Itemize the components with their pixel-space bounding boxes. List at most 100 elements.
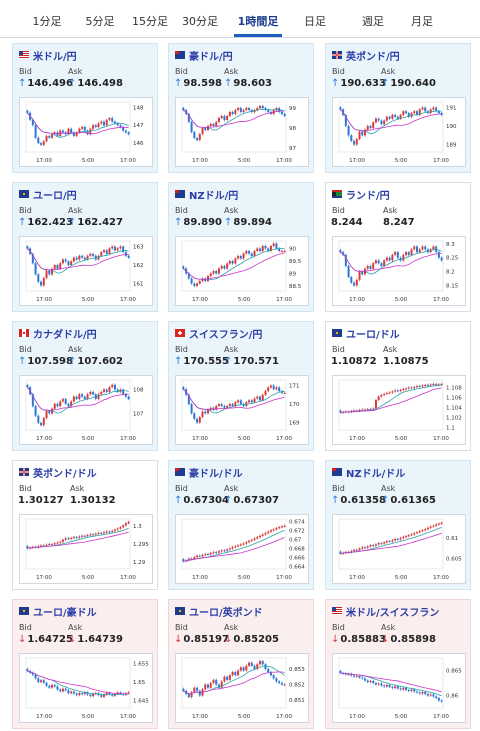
y-tick-label: 148 (133, 105, 144, 111)
currency-pair-link[interactable]: カナダドル/円 (19, 327, 97, 341)
currency-pair-link[interactable]: ユーロ/豪ドル (19, 605, 97, 619)
currency-card[interactable]: ユーロ/円 Bid Ask ↑162.423 ↑162.427 163 162 161 17:0… (12, 182, 158, 312)
price-chart[interactable]: 8.3 8.25 8.2 8.15 17:00 5:00 17:00 (332, 236, 466, 306)
tab-5[interactable]: 日足 (304, 15, 326, 28)
price-chart[interactable]: 191 190 189 17:00 5:00 17:00 (332, 97, 466, 167)
candle (259, 248, 261, 251)
candle (228, 404, 231, 406)
currency-pair-link[interactable]: 英ポンド/円 (332, 49, 400, 63)
tab-2[interactable]: 15分足 (132, 15, 168, 28)
candle (42, 545, 45, 547)
candle (239, 108, 242, 112)
currency-card[interactable]: ユーロ/豪ドル Bid Ask ↓1.64725 ↓1.64739 1.655 1.65 1.… (12, 599, 158, 729)
candle (250, 662, 253, 666)
currency-card[interactable]: 米ドル/円 Bid Ask ↑146.496 ↑146.498 148 147 146 17:0… (12, 43, 158, 173)
currency-pair-link[interactable]: 豪ドル/ドル (175, 466, 243, 480)
candle (413, 533, 416, 535)
candle (418, 249, 421, 253)
currency-card[interactable]: 豪ドル/ドル Bid Ask ↑0.67304 ↑0.67307 0.674 0.672 0.… (168, 460, 314, 590)
gb-flag-icon (332, 51, 342, 59)
currency-card[interactable]: カナダドル/円 Bid Ask ↑107.598 ↑107.602 108 107 17:00… (12, 321, 158, 451)
candle (56, 265, 59, 269)
currency-pair-link[interactable]: 米ドル/円 (19, 49, 77, 63)
candle (231, 404, 234, 406)
price-chart[interactable]: 0.865 0.86 17:00 5:00 17:00 (332, 653, 466, 723)
price-chart[interactable]: 1.655 1.65 1.645 17:00 5:00 17:00 (19, 653, 153, 723)
ask-value-text: 0.61365 (390, 495, 436, 506)
candle (61, 399, 64, 402)
candle (103, 121, 105, 126)
candle (226, 549, 229, 551)
candle (127, 396, 130, 400)
ask-value: ↑146.498 (68, 78, 123, 89)
tab-7[interactable]: 月足 (411, 15, 433, 28)
candle (396, 252, 399, 258)
ask-value-text: 1.30132 (70, 495, 116, 506)
currency-card[interactable]: ランド/円 Bid Ask 8.244 8.247 8.3 8.25 8.2 8.15 17:00… (325, 182, 471, 312)
currency-card[interactable]: 米ドル/スイスフラン Bid Ask ↓0.85883 ↓0.85898 0.865 0.8… (325, 599, 471, 729)
tab-0[interactable]: 1分足 (32, 15, 62, 28)
currency-card[interactable]: NZドル/円 Bid Ask ↑89.890 ↑89.894 90 89.5 89 88.5 17… (168, 182, 314, 312)
candle (280, 526, 283, 528)
price-chart[interactable]: 163 162 161 17:00 5:00 17:00 (19, 236, 153, 306)
us-ch-flag-icon (332, 607, 342, 615)
currency-card[interactable]: 豪ドル/円 Bid Ask ↑98.598 ↑98.603 99 98 97 17:00 5:00… (168, 43, 314, 173)
candle (426, 527, 429, 529)
tab-6[interactable]: 週足 (362, 15, 384, 28)
currency-card[interactable]: 英ポンド/円 Bid Ask ↑190.633 ↑190.640 191 190 189 17:… (325, 43, 471, 173)
price-chart[interactable]: 0.853 0.852 0.851 17:00 5:00 17:00 (175, 653, 309, 723)
candle (223, 405, 226, 408)
pair-name: ユーロ/豪ドル (33, 607, 97, 619)
price-chart[interactable]: 99 98 97 17:00 5:00 17:00 (175, 97, 309, 167)
currency-pair-link[interactable]: スイスフラン/円 (175, 327, 262, 341)
arrow-down-icon: ↓ (18, 634, 27, 645)
currency-card[interactable]: スイスフラン/円 Bid Ask ↑170.555 ↑170.571 171 170 169 1… (168, 321, 314, 451)
candle (212, 552, 215, 554)
tab-3[interactable]: 30分足 (182, 15, 218, 28)
price-chart[interactable]: 0.61 0.605 17:00 5:00 17:00 (332, 514, 466, 584)
x-time-label: 17:00 (349, 436, 365, 442)
candle (59, 401, 62, 407)
candle (100, 121, 103, 124)
currency-card[interactable]: NZドル/ドル Bid Ask ↑0.61358 ↑0.61365 0.61 0.605 17… (325, 460, 471, 590)
candle (280, 251, 283, 252)
candle (92, 693, 95, 697)
tab-4[interactable]: 1時間足 (234, 0, 282, 37)
currency-card[interactable]: ユーロ/英ポンド Bid Ask ↓0.85197 ↓0.85205 0.853 0.852… (168, 599, 314, 729)
price-chart[interactable]: 108 107 17:00 5:00 17:00 (19, 375, 153, 445)
tab-1[interactable]: 5分足 (85, 15, 115, 28)
currency-pair-link[interactable]: ランド/円 (332, 188, 390, 202)
price-chart[interactable]: 148 147 146 17:00 5:00 17:00 (19, 97, 153, 167)
currency-pair-link[interactable]: ユーロ/ドル (332, 327, 400, 341)
price-chart[interactable]: 0.674 0.672 0.67 0.668 0.666 0.664 17:00 5:00 17… (175, 514, 309, 584)
currency-pair-link[interactable]: NZドル/ドル (332, 466, 405, 480)
currency-card[interactable]: 英ポンド/ドル Bid Ask 1.30127 1.30132 1.3 1.295 1.29 1… (12, 460, 158, 590)
price-chart[interactable]: 90 89.5 89 88.5 17:00 5:00 17:00 (175, 236, 309, 306)
candle (116, 528, 119, 530)
currency-pair-link[interactable]: 英ポンド/ドル (19, 466, 97, 480)
currency-pair-link[interactable]: 豪ドル/円 (175, 49, 233, 63)
candle (416, 691, 418, 693)
price-chart[interactable]: 171 170 169 17:00 5:00 17:00 (175, 375, 309, 445)
candle (369, 681, 372, 682)
candle (26, 546, 29, 549)
candle (45, 410, 48, 419)
candle (429, 694, 432, 696)
ask-value: ↓1.64739 (68, 634, 123, 645)
bid-value-text: 170.555 (183, 356, 229, 367)
currency-pair-link[interactable]: ユーロ/英ポンド (175, 605, 263, 619)
candle (67, 403, 70, 407)
candle (81, 127, 84, 129)
moving-average-line (183, 671, 285, 695)
price-chart[interactable]: 1.108 1.106 1.104 1.102 1.1 17:00 5:00 17:00 (332, 375, 466, 445)
currency-card[interactable]: ユーロ/ドル Bid Ask 1.10872 1.10875 1.108 1.106 1.10… (325, 321, 471, 451)
price-chart[interactable]: 1.3 1.295 1.29 17:00 5:00 17:00 (19, 514, 153, 584)
currency-pair-link[interactable]: ユーロ/円 (19, 188, 77, 202)
currency-pair-link[interactable]: NZドル/円 (175, 188, 238, 202)
arrow-up-icon: ↑ (224, 356, 233, 367)
ask-label: Ask (224, 623, 239, 632)
candle (410, 249, 413, 255)
currency-pair-link[interactable]: 米ドル/スイスフラン (332, 605, 439, 619)
candle (105, 692, 108, 695)
candle (223, 676, 226, 682)
